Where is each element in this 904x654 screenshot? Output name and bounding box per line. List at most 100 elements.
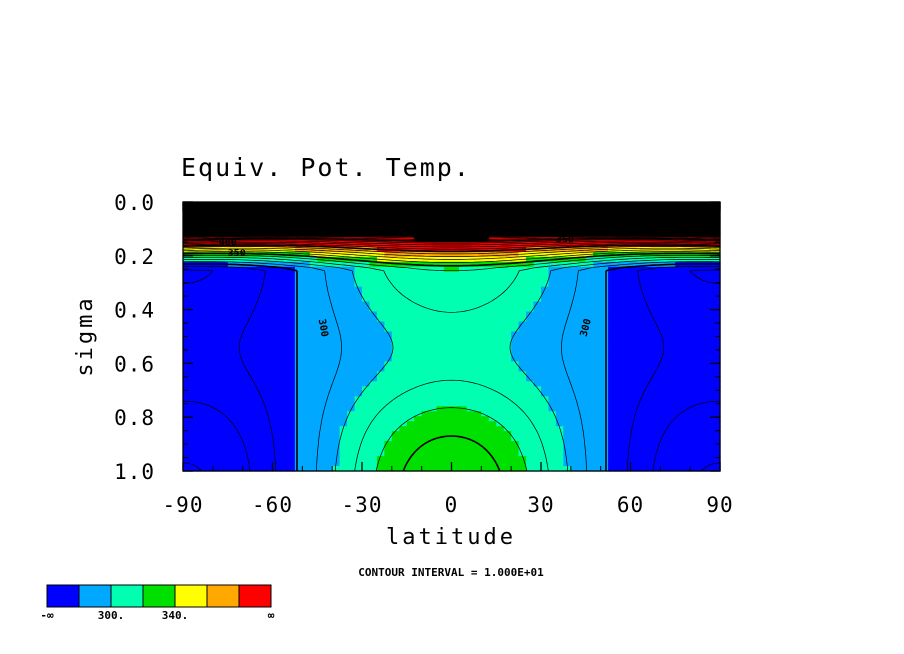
contour-fill-cell [548,336,557,343]
contour-fill-cell [272,376,281,382]
contour-fill-cell [242,381,251,387]
contour-fill-cell [645,286,654,293]
contour-fill-cell [488,411,497,417]
contour-fill-cell [265,406,274,412]
contour-fill-cell [414,306,423,313]
contour-fill-cell [354,261,363,268]
contour-fill-cell [183,381,192,387]
contour-fill-cell [563,231,572,238]
contour-fill-cell [347,416,356,422]
contour-fill-cell [682,371,691,377]
contour-fill-cell [481,441,490,447]
contour-fill-cell [362,401,371,407]
contour-fill-cell [660,451,669,457]
contour-fill-cell [354,366,363,372]
contour-fill-cell [548,396,557,402]
contour-fill-cell [332,296,341,303]
contour-fill-cell [645,411,654,417]
contour-fill-cell [332,281,341,288]
contour-fill-cell [682,401,691,407]
contour-fill-cell [600,211,609,218]
contour-fill-cell [272,421,281,427]
contour-fill-cell [630,351,639,358]
contour-fill-cell [406,276,415,283]
contour-fill-cell [235,336,244,343]
contour-fill-cell [563,296,572,303]
contour-fill-cell [600,436,609,442]
contour-fill-cell [548,431,557,437]
contour-fill-cell [265,431,274,437]
contour-fill-cell [354,221,363,228]
contour-fill-cell [272,281,281,288]
contour-fill-cell [481,251,490,258]
contour-fill-cell [384,211,393,218]
contour-fill-cell [555,356,564,363]
contour-fill-cell [496,361,505,367]
contour-fill-cell [660,271,669,278]
contour-fill-cell [645,271,654,278]
contour-fill-cell [481,381,490,387]
contour-fill-cell [421,356,430,363]
contour-fill-cell [488,361,497,367]
contour-fill-cell [309,206,318,213]
contour-fill-cell [675,286,684,293]
contour-fill-cell [563,311,572,318]
contour-fill-cell [220,396,229,402]
contour-fill-cell [473,326,482,333]
contour-fill-cell [555,211,564,218]
contour-fill-cell [466,306,475,313]
contour-fill-cell [406,246,415,253]
contour-fill-cell [503,211,512,218]
contour-fill-cell [242,316,251,323]
contour-fill-cell [436,376,445,382]
contour-fill-cell [362,421,371,427]
contour-fill-cell [421,326,430,333]
contour-fill-cell [399,336,408,343]
contour-fill-cell [347,376,356,382]
contour-fill-cell [384,396,393,402]
contour-fill-cell [623,371,632,377]
contour-fill-cell [585,286,594,293]
contour-fill-cell [563,361,572,367]
contour-fill-cell [660,301,669,308]
contour-fill-cell [212,426,221,432]
contour-fill-cell [637,421,647,427]
contour-fill-cell [630,371,639,377]
contour-fill-cell [444,336,453,343]
contour-fill-cell [384,436,393,442]
contour-fill-cell [376,431,385,437]
contour-fill-cell [488,301,497,308]
contour-fill-cell [354,211,363,218]
contour-fill-cell [451,241,460,248]
contour-fill-cell [608,386,617,392]
contour-fill-cell [339,456,348,462]
contour-fill-cell [675,341,684,348]
contour-fill-cell [294,331,303,338]
contour-fill-cell [302,461,311,467]
contour-fill-cell [608,281,617,288]
contour-fill-cell [585,376,594,382]
contour-fill-cell [347,351,356,358]
contour-fill-cell [541,276,550,283]
contour-fill-cell [675,266,684,273]
contour-fill-cell [473,256,482,263]
contour-fill-cell [600,202,609,208]
contour-fill-cell [332,226,341,233]
contour-fill-cell [242,331,251,338]
contour-fill-cell [511,331,520,338]
contour-fill-cell [652,361,661,367]
contour-fill-cell [652,356,661,363]
contour-fill-cell [570,281,579,288]
contour-fill-cell [623,226,632,233]
contour-fill-cell [652,391,661,397]
contour-fill-cell [309,246,318,253]
contour-fill-cell [697,416,706,422]
contour-fill-cell [257,202,266,208]
contour-fill-cell [548,421,557,427]
contour-fill-cell [637,351,647,358]
contour-fill-cell [570,306,579,313]
contour-fill-cell [503,461,512,467]
contour-fill-cell [369,271,378,278]
contour-fill-cell [317,361,326,367]
contour-fill-cell [600,241,609,248]
